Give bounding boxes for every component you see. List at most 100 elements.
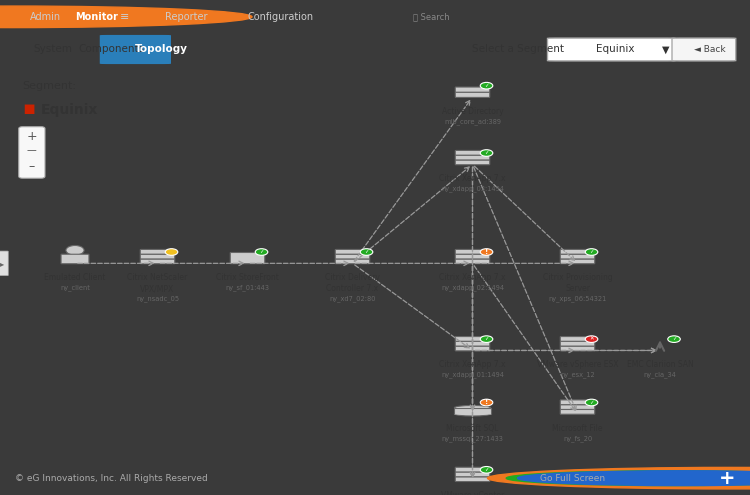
FancyBboxPatch shape: [455, 342, 490, 346]
Text: ny_sf_01:443: ny_sf_01:443: [226, 284, 269, 291]
Circle shape: [0, 6, 252, 28]
Text: ✓: ✓: [590, 249, 594, 254]
Text: ✓: ✓: [672, 337, 676, 342]
FancyBboxPatch shape: [455, 155, 490, 160]
FancyBboxPatch shape: [230, 252, 265, 264]
Text: Topology: Topology: [135, 45, 188, 54]
Text: Configuration: Configuration: [248, 12, 314, 22]
Circle shape: [480, 336, 493, 343]
Circle shape: [480, 82, 493, 89]
FancyBboxPatch shape: [560, 342, 595, 346]
Ellipse shape: [454, 405, 490, 410]
FancyBboxPatch shape: [61, 254, 89, 264]
FancyBboxPatch shape: [455, 346, 490, 351]
Text: Active Directory: Active Directory: [442, 107, 503, 116]
Ellipse shape: [454, 412, 490, 416]
Circle shape: [585, 399, 598, 406]
Text: Microsoft SQL: Microsoft SQL: [446, 424, 499, 433]
Text: ✓: ✓: [364, 249, 369, 254]
FancyBboxPatch shape: [560, 409, 595, 414]
Text: ny_cla_34: ny_cla_34: [644, 371, 676, 378]
Text: +: +: [26, 130, 38, 143]
FancyBboxPatch shape: [560, 259, 595, 264]
Text: ny_client: ny_client: [60, 284, 90, 291]
Circle shape: [480, 149, 493, 156]
FancyBboxPatch shape: [455, 87, 490, 92]
Text: Equinix: Equinix: [596, 45, 634, 54]
FancyBboxPatch shape: [455, 150, 490, 155]
FancyBboxPatch shape: [335, 254, 370, 259]
FancyBboxPatch shape: [455, 160, 490, 165]
Text: ny_esx_12: ny_esx_12: [560, 371, 595, 378]
FancyBboxPatch shape: [560, 254, 595, 259]
Text: ny_mssql_27:1433: ny_mssql_27:1433: [442, 435, 503, 442]
Text: Citrix Provisioning
Server: Citrix Provisioning Server: [542, 273, 612, 294]
Text: Citrix NetScaler
VPX/MPX: Citrix NetScaler VPX/MPX: [128, 273, 188, 294]
Text: ny_xdapp_03:1494: ny_xdapp_03:1494: [441, 185, 504, 192]
Text: Reporter: Reporter: [165, 12, 208, 22]
FancyBboxPatch shape: [672, 38, 736, 61]
Text: ✕: ✕: [590, 337, 594, 342]
Text: +: +: [719, 469, 736, 488]
Text: ◄ Back: ◄ Back: [694, 45, 726, 54]
FancyBboxPatch shape: [560, 249, 595, 254]
FancyBboxPatch shape: [455, 477, 490, 482]
Text: Emulated Client: Emulated Client: [44, 273, 106, 282]
FancyBboxPatch shape: [455, 337, 490, 341]
Text: VMware vSphere ESX: VMware vSphere ESX: [537, 360, 618, 369]
FancyBboxPatch shape: [455, 259, 490, 264]
Text: System: System: [34, 45, 73, 54]
Text: !: !: [485, 249, 488, 255]
Text: ▪: ▪: [22, 99, 36, 118]
FancyBboxPatch shape: [140, 259, 175, 264]
FancyBboxPatch shape: [0, 251, 8, 276]
Text: Components: Components: [79, 45, 145, 54]
Circle shape: [480, 399, 493, 406]
FancyBboxPatch shape: [19, 127, 45, 178]
Circle shape: [66, 246, 84, 255]
Circle shape: [360, 248, 373, 255]
Text: Citrix XenApp 7.x: Citrix XenApp 7.x: [440, 273, 506, 282]
FancyBboxPatch shape: [560, 337, 595, 341]
Text: Citrix XenApp 7.x: Citrix XenApp 7.x: [440, 360, 506, 369]
Text: ny_fs_20: ny_fs_20: [562, 435, 592, 442]
Text: © eG Innovations, Inc. All Rights Reserved: © eG Innovations, Inc. All Rights Reserv…: [15, 474, 208, 483]
Text: Admin: Admin: [30, 12, 62, 22]
FancyBboxPatch shape: [140, 249, 175, 254]
Text: mlb_core_ad:389: mlb_core_ad:389: [444, 118, 501, 125]
Text: !: !: [485, 399, 488, 405]
Circle shape: [585, 248, 598, 255]
Text: 🔍 Search: 🔍 Search: [413, 12, 449, 21]
Text: —: —: [27, 146, 37, 155]
Circle shape: [488, 467, 750, 489]
Text: Go Full Screen: Go Full Screen: [540, 474, 605, 483]
FancyBboxPatch shape: [140, 254, 175, 259]
FancyBboxPatch shape: [455, 467, 490, 472]
Text: ✓: ✓: [260, 249, 264, 254]
Text: ny_xps_06:54321: ny_xps_06:54321: [548, 296, 607, 302]
Text: ✓: ✓: [484, 337, 489, 342]
FancyBboxPatch shape: [548, 38, 675, 61]
Text: Citrix StoreFront: Citrix StoreFront: [216, 273, 279, 282]
Text: Microsoft File: Microsoft File: [552, 424, 603, 433]
Circle shape: [506, 471, 750, 486]
Text: Citrix XenApp 7.x: Citrix XenApp 7.x: [440, 174, 506, 183]
Circle shape: [255, 248, 268, 255]
Text: EMC Clariion SAN: EMC Clariion SAN: [627, 360, 693, 369]
Circle shape: [480, 248, 493, 255]
Text: Citrix Delivery
Controller 7.x: Citrix Delivery Controller 7.x: [325, 273, 380, 294]
Circle shape: [165, 248, 178, 255]
FancyBboxPatch shape: [335, 249, 370, 254]
FancyBboxPatch shape: [455, 92, 490, 98]
FancyBboxPatch shape: [560, 346, 595, 351]
FancyBboxPatch shape: [455, 249, 490, 254]
Text: ▼: ▼: [662, 45, 670, 54]
FancyBboxPatch shape: [560, 405, 595, 409]
FancyBboxPatch shape: [455, 472, 490, 477]
Text: ✓: ✓: [484, 83, 489, 88]
Text: ✓: ✓: [484, 467, 489, 472]
FancyBboxPatch shape: [560, 400, 595, 404]
Circle shape: [480, 466, 493, 473]
Circle shape: [585, 336, 598, 343]
FancyBboxPatch shape: [335, 259, 370, 264]
